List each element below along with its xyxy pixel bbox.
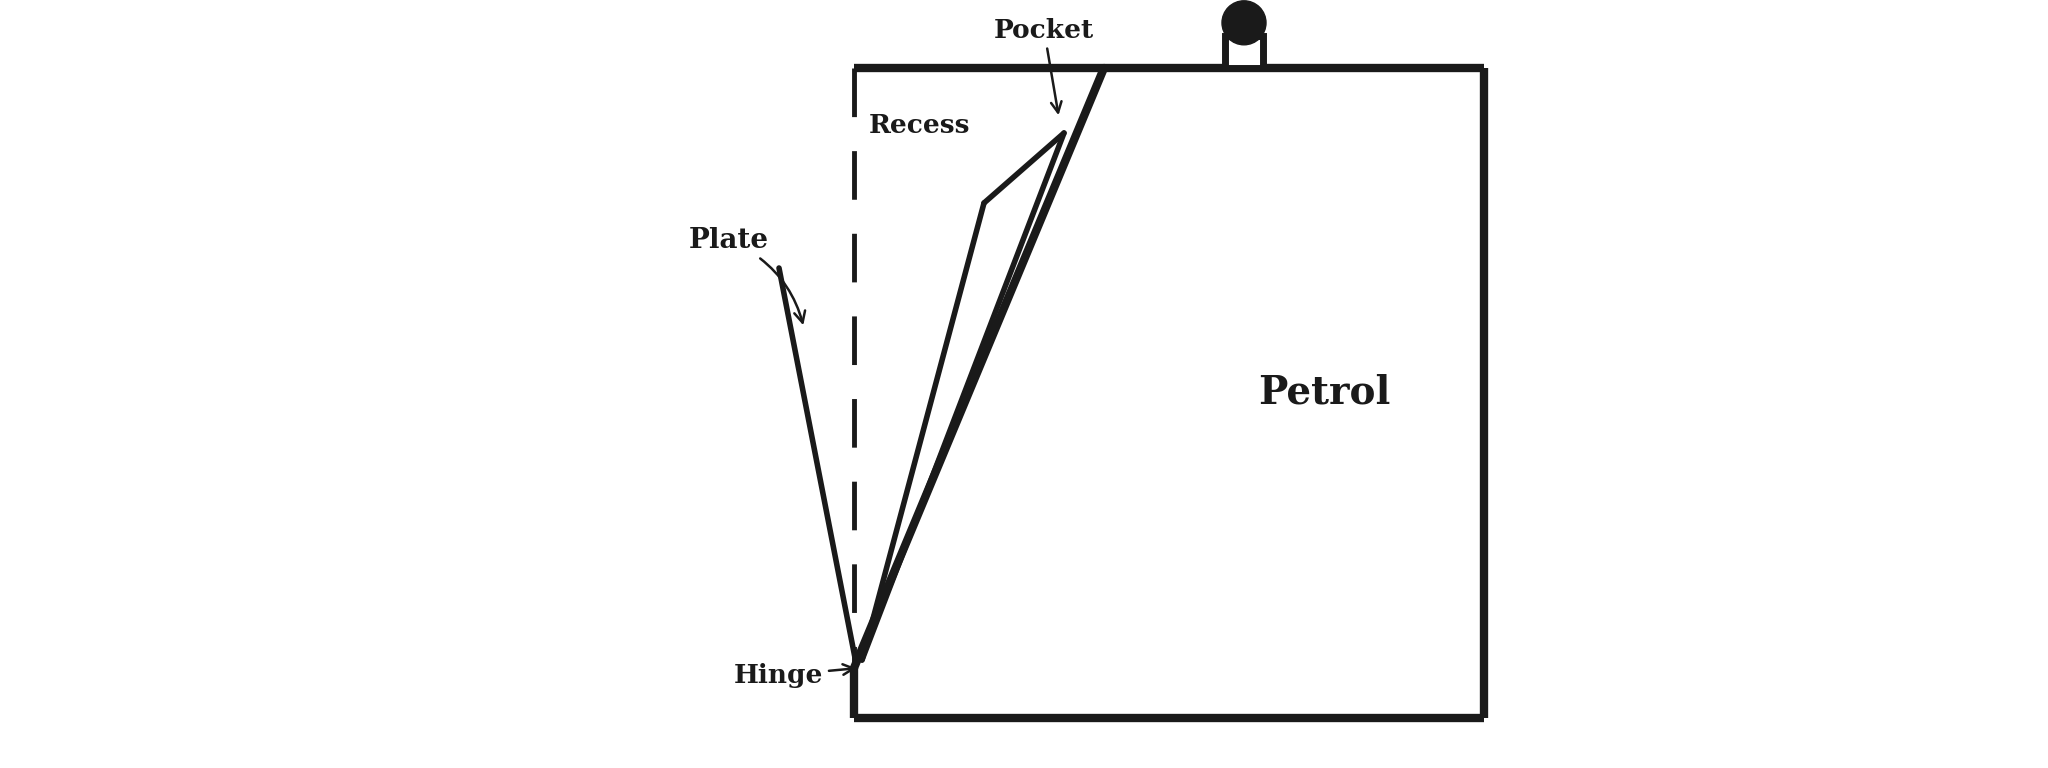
Text: Recess: Recess <box>868 113 971 138</box>
Bar <box>1225 36 1264 68</box>
Text: Petrol: Petrol <box>1257 374 1391 412</box>
Text: Pocket: Pocket <box>993 18 1094 112</box>
Text: Plate: Plate <box>688 227 805 323</box>
Circle shape <box>1223 1 1266 45</box>
Text: Hinge: Hinge <box>733 663 854 688</box>
